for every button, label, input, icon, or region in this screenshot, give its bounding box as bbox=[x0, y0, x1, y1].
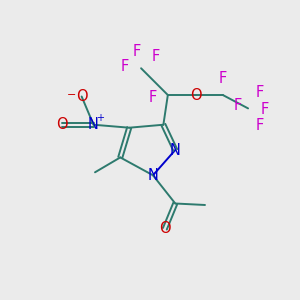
Text: F: F bbox=[260, 102, 268, 117]
Text: N: N bbox=[148, 168, 158, 183]
Text: O: O bbox=[76, 89, 88, 104]
Text: F: F bbox=[219, 71, 227, 86]
Text: F: F bbox=[121, 59, 129, 74]
Text: F: F bbox=[152, 49, 160, 64]
Text: O: O bbox=[56, 117, 68, 132]
Text: F: F bbox=[234, 98, 242, 113]
Text: O: O bbox=[190, 88, 202, 103]
Text: N: N bbox=[88, 117, 99, 132]
Text: −: − bbox=[67, 90, 76, 100]
Text: F: F bbox=[256, 118, 264, 133]
Text: F: F bbox=[148, 91, 157, 106]
Text: +: + bbox=[96, 113, 104, 123]
Text: O: O bbox=[159, 221, 171, 236]
Text: F: F bbox=[256, 85, 264, 100]
Text: N: N bbox=[170, 142, 181, 158]
Text: F: F bbox=[133, 44, 141, 59]
